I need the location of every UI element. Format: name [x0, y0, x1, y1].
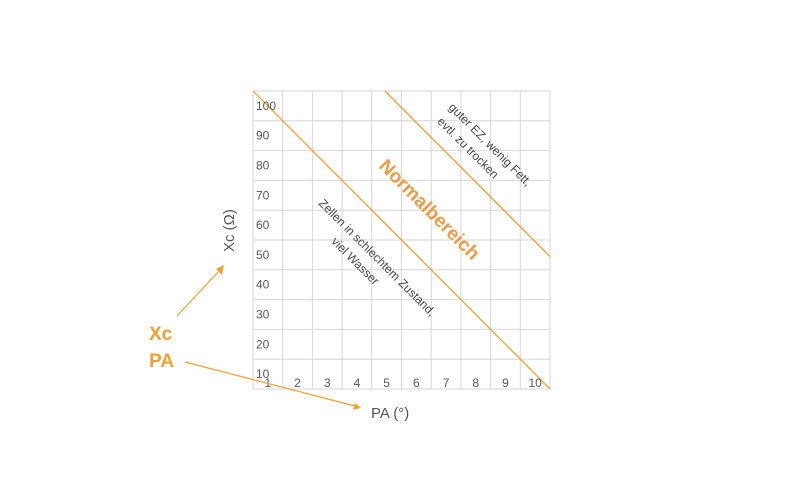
arrow-head-y [216, 265, 224, 275]
y-tick-label: 20 [256, 337, 270, 351]
y-tick-label: 30 [256, 308, 270, 322]
arrow-head-x [353, 403, 361, 410]
series-lines [252, 90, 551, 390]
x-tick-label: 9 [502, 376, 509, 390]
y-tick-label: 90 [256, 129, 270, 143]
boundary-line-1 [252, 90, 551, 390]
annotation-upper: guter EZ, wenig Fett, evtl. zu trocken [433, 100, 537, 204]
x-tick-label: 5 [383, 376, 390, 390]
x-tick-label: 7 [443, 376, 450, 390]
x-tick-label: 10 [528, 376, 542, 390]
y-tick-label: 70 [256, 188, 270, 202]
x-tick-label: 8 [472, 376, 479, 390]
y-tick-label: 50 [256, 248, 270, 262]
y-tick-label: 10 [256, 367, 270, 381]
x-tick-label: 2 [294, 376, 301, 390]
x-axis-title: PA (°) [371, 405, 409, 422]
x-tick-label: 6 [413, 376, 420, 390]
x-tick-label: 4 [354, 376, 361, 390]
boundary-line-2 [384, 90, 551, 258]
y-tick-label: 60 [256, 218, 270, 232]
grid [252, 90, 551, 390]
y-tick-label: 100 [256, 99, 276, 113]
arrow-to-x-axis [184, 361, 356, 407]
y-tick-label: 80 [256, 159, 270, 173]
tick-labels: 12345678910102030405060708090100 [256, 99, 542, 390]
x-tick-label: 3 [324, 376, 331, 390]
y-tick-label: 40 [256, 278, 270, 292]
arrow-to-y-axis [176, 269, 221, 317]
y-axis-title: Xc (Ω) [221, 209, 238, 252]
axis-legend: Xc PA [149, 265, 361, 410]
legend-label-pa: PA [149, 351, 174, 372]
legend-label-xc: Xc [149, 324, 173, 345]
